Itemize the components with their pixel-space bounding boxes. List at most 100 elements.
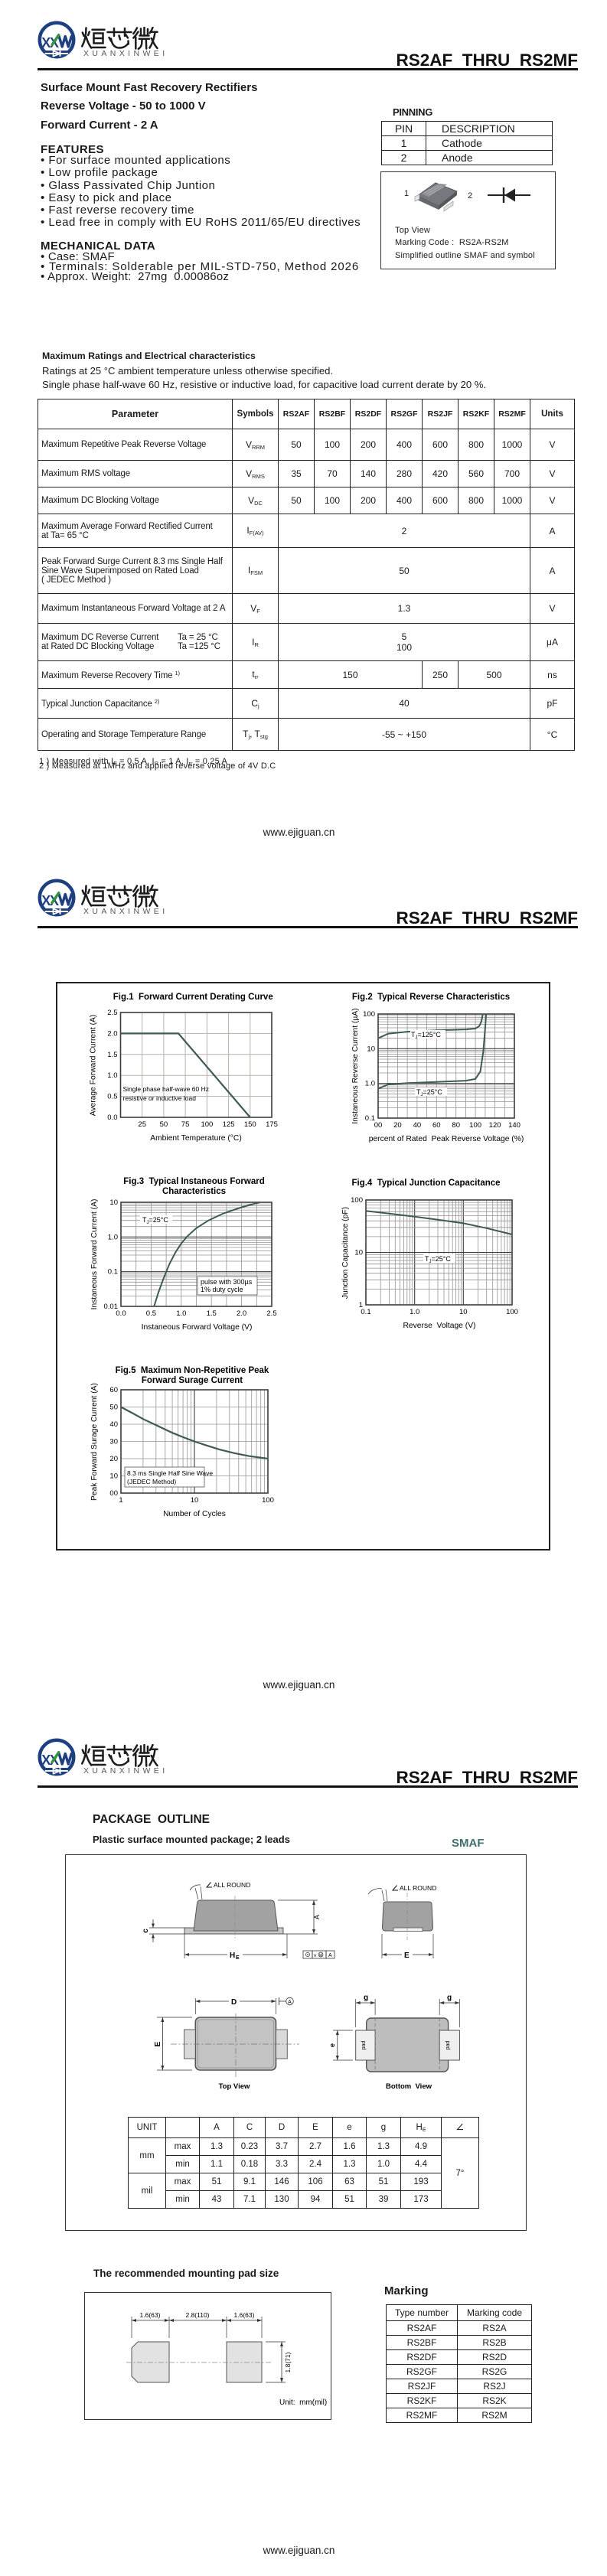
svg-text:20: 20 [393,1121,402,1130]
svg-text:2.0: 2.0 [237,1309,246,1318]
svg-text:A: A [288,2000,292,2005]
svg-text:0.01: 0.01 [104,1303,119,1311]
svg-text:TJ=25°C: TJ=25°C [425,1255,451,1264]
svg-text:150: 150 [244,1120,256,1129]
svg-text:80: 80 [452,1121,460,1130]
svg-text:TJ=125°C: TJ=125°C [411,1031,441,1040]
svg-text:e: e [328,2043,336,2047]
svg-text:50: 50 [160,1120,168,1129]
svg-text:0.1: 0.1 [365,1114,375,1123]
svg-text:40: 40 [109,1420,118,1429]
svg-text:E: E [154,2041,162,2046]
svg-text:M: M [319,1953,322,1958]
svg-text:v: v [314,1953,317,1958]
svg-text:0.0: 0.0 [116,1309,126,1318]
svg-text:pad: pad [361,2041,367,2050]
svg-text:20: 20 [109,1455,118,1463]
svg-text:25: 25 [138,1120,146,1129]
svg-text:X: X [41,35,51,51]
svg-text:10: 10 [459,1308,468,1316]
svg-text:00: 00 [374,1121,383,1130]
svg-text:8.3 ms Single Half Sine Wave: 8.3 ms Single Half Sine Wave [127,1469,213,1477]
svg-text:TJ=25°C: TJ=25°C [416,1088,442,1097]
svg-text:ALL ROUND: ALL ROUND [400,1884,436,1892]
svg-text:0.1: 0.1 [361,1308,370,1316]
svg-text:Peak Forward Surage Current (A: Peak Forward Surage Current (A) [90,1383,99,1501]
svg-text:1.0: 1.0 [176,1309,186,1318]
svg-text:0.5: 0.5 [146,1309,156,1318]
svg-text:100: 100 [363,1010,375,1019]
svg-text:pulse with 300µs: pulse with 300µs [201,1278,253,1286]
svg-text:E: E [236,1955,240,1961]
svg-text:1.8(71): 1.8(71) [284,2352,292,2372]
svg-text:Number of Cycles: Number of Cycles [163,1510,226,1518]
svg-text:75: 75 [181,1120,190,1129]
svg-text:Fig.3 Typical Instaneous Forw: Fig.3 Typical Instaneous Forward [123,1177,264,1186]
svg-text:10: 10 [191,1496,199,1505]
svg-text:100: 100 [262,1496,274,1505]
svg-text:1.6(63): 1.6(63) [234,2311,255,2319]
svg-text:10: 10 [367,1045,375,1053]
svg-text:1: 1 [119,1496,122,1505]
svg-text:100: 100 [506,1308,518,1316]
svg-text:A: A [313,1915,321,1919]
svg-text:1.0: 1.0 [410,1308,419,1316]
svg-text:Bottom View: Bottom View [386,2082,432,2091]
svg-text:0.5: 0.5 [107,1093,117,1101]
svg-text:0.0: 0.0 [107,1114,117,1122]
svg-text:10: 10 [354,1249,363,1257]
svg-text:2.8(110): 2.8(110) [185,2311,209,2319]
svg-text:Reverse Voltage (V): Reverse Voltage (V) [403,1322,475,1330]
svg-text:Instaneous Forward Voltage (V): Instaneous Forward Voltage (V) [142,1323,253,1332]
svg-text:1.5: 1.5 [207,1309,217,1318]
svg-text:E: E [404,1952,410,1960]
svg-text:2.0: 2.0 [107,1029,117,1038]
svg-text:percent of Rated Peak Reverse: percent of Rated Peak Reverse Voltage (%… [369,1135,524,1143]
svg-text:X: X [41,893,51,908]
svg-text:ALL ROUND: ALL ROUND [214,1881,250,1889]
svg-text:c: c [142,1929,150,1933]
svg-text:TJ=25°C: TJ=25°C [142,1216,168,1225]
svg-text:Junction Capacitance (pF): Junction Capacitance (pF) [341,1207,350,1299]
svg-text:1.0: 1.0 [365,1080,375,1088]
svg-text:g: g [364,1994,368,2002]
svg-text:Fig.2 Typical Reverse Charact: Fig.2 Typical Reverse Characteristics [352,993,510,1002]
svg-text:Forward Surage Current: Forward Surage Current [142,1376,243,1385]
svg-text:30: 30 [109,1438,118,1446]
svg-text:0.1: 0.1 [108,1268,118,1277]
svg-text:140: 140 [508,1121,521,1130]
svg-text:100: 100 [351,1196,363,1205]
svg-text:100: 100 [201,1120,213,1129]
svg-text:60: 60 [432,1121,441,1130]
svg-text:60: 60 [109,1386,118,1394]
svg-text:40: 40 [413,1121,422,1130]
svg-text:Instaneous Forward Current (A): Instaneous Forward Current (A) [90,1199,99,1310]
svg-text:1.0: 1.0 [108,1233,118,1241]
svg-text:resistive or inductive load: resistive or inductive load [123,1094,197,1102]
svg-text:50: 50 [109,1404,118,1412]
svg-text:Ambient Temperature (°C): Ambient Temperature (°C) [150,1134,242,1143]
svg-text:2.5: 2.5 [266,1309,276,1318]
svg-text:H: H [230,1952,235,1960]
svg-text:D: D [231,1998,237,2007]
svg-text:g: g [447,1994,452,2002]
svg-text:Fig.5 Maximum Non-Repetitive: Fig.5 Maximum Non-Repetitive Peak [116,1366,269,1375]
svg-text:Single phase half-wave 60 Hz: Single phase half-wave 60 Hz [123,1085,209,1093]
svg-text:2.5: 2.5 [107,1009,117,1017]
svg-text:00: 00 [109,1489,118,1498]
svg-text:1.5: 1.5 [107,1051,117,1059]
svg-text:(JEDEC Method): (JEDEC Method) [127,1478,176,1485]
svg-text:Average Forward Current (A): Average Forward Current (A) [90,1015,98,1117]
svg-text:125: 125 [223,1120,235,1129]
svg-text:Fig.4 Typical Junction Capaci: Fig.4 Typical Junction Capacitance [351,1179,500,1188]
svg-text:1.0: 1.0 [107,1071,117,1080]
svg-text:120: 120 [489,1121,501,1130]
svg-text:10: 10 [109,1198,118,1207]
svg-text:X: X [41,1753,51,1768]
svg-text:pad: pad [445,2041,451,2050]
svg-text:10: 10 [109,1472,118,1481]
svg-text:Unit: mm(mil): Unit: mm(mil) [279,2398,327,2407]
svg-text:1: 1 [359,1301,363,1309]
svg-text:Fig.1 Forward Current Deratin: Fig.1 Forward Current Derating Curve [113,993,273,1002]
svg-text:A: A [328,1953,332,1958]
